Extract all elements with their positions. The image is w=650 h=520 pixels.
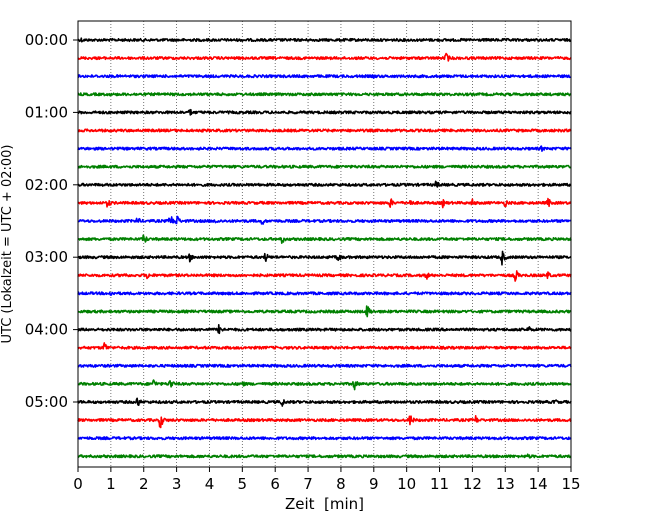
trace-line — [77, 37, 572, 43]
y-tick-label: 00:00 — [25, 31, 68, 49]
x-tick-label: 5 — [238, 475, 248, 493]
trace-line — [77, 436, 572, 441]
trace-line — [77, 363, 572, 368]
x-tick-label: 2 — [139, 475, 149, 493]
trace-line — [77, 215, 572, 225]
x-tick-label: 0 — [73, 475, 83, 493]
trace-line — [77, 128, 572, 133]
trace-line — [77, 145, 572, 152]
trace-line — [77, 415, 572, 429]
trace-line — [77, 250, 572, 266]
trace-line — [77, 92, 572, 97]
x-tick-label: 9 — [369, 475, 379, 493]
x-axis-ticks: 0 1 2 3 4 5 6 7 8 9 10 11 12 13 14 15 — [73, 467, 581, 493]
x-tick-label: 10 — [397, 475, 416, 493]
minute-grid — [110, 21, 539, 467]
x-tick-label: 1 — [106, 475, 116, 493]
x-tick-label: 13 — [496, 475, 515, 493]
trace-line — [77, 291, 572, 296]
y-tick-label: 03:00 — [25, 248, 68, 266]
x-tick-label: 7 — [303, 475, 313, 493]
seismogram-traces — [77, 37, 572, 459]
x-tick-label: 14 — [529, 475, 548, 493]
x-tick-label: 8 — [336, 475, 346, 493]
y-tick-label: 05:00 — [25, 393, 68, 411]
trace-line — [77, 379, 572, 391]
trace-line — [77, 270, 572, 282]
trace-line — [77, 180, 572, 188]
trace-line — [77, 52, 572, 62]
trace-line — [77, 197, 572, 209]
y-tick-label: 02:00 — [25, 176, 68, 194]
x-tick-label: 4 — [205, 475, 215, 493]
x-tick-label: 12 — [463, 475, 482, 493]
trace-line — [77, 234, 572, 244]
trace-line — [77, 305, 572, 318]
trace-line — [77, 323, 572, 335]
trace-line — [77, 342, 572, 350]
y-tick-label: 01:00 — [25, 103, 68, 121]
y-axis-ticks: 00:00 01:00 02:00 03:00 04:00 05:00 — [25, 31, 78, 411]
x-axis-title: Zeit [min] — [285, 495, 364, 513]
y-axis-title: UTC (Lokalzeit = UTC + 02:00) — [0, 145, 15, 344]
x-tick-label: 15 — [561, 475, 580, 493]
x-tick-label: 11 — [430, 475, 449, 493]
x-tick-label: 3 — [172, 475, 182, 493]
trace-line — [77, 108, 572, 116]
trace-line — [77, 164, 572, 169]
trace-line — [77, 397, 572, 407]
y-tick-label: 04:00 — [25, 321, 68, 339]
plot-frame — [77, 20, 572, 468]
trace-line — [77, 74, 572, 79]
trace-line — [77, 453, 572, 459]
x-tick-label: 6 — [270, 475, 280, 493]
